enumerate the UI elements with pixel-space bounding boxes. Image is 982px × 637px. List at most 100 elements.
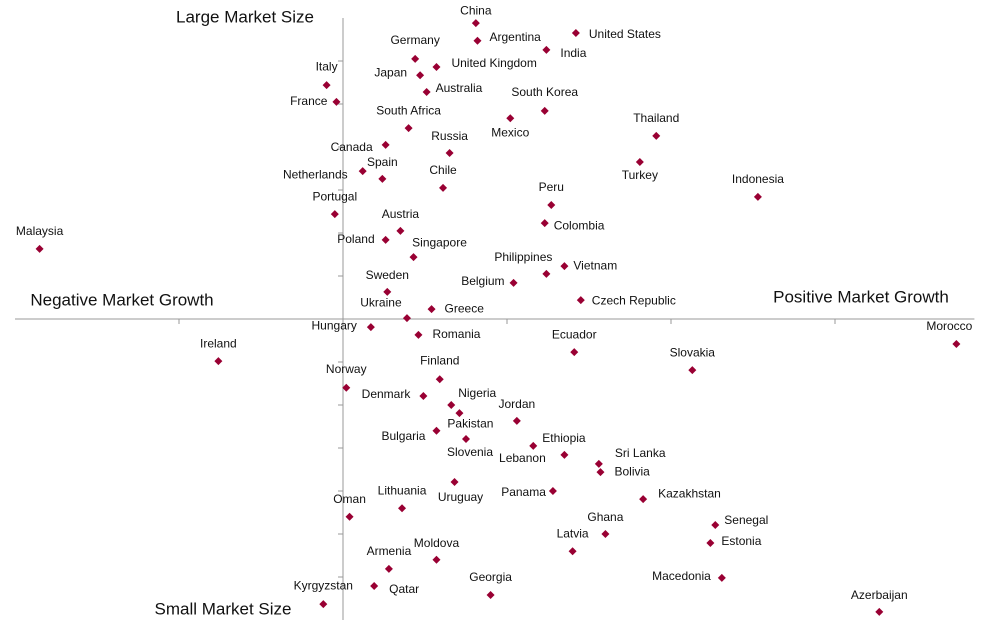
point bbox=[214, 357, 223, 366]
point bbox=[540, 219, 549, 228]
point bbox=[540, 106, 549, 115]
point-label: Slovenia bbox=[447, 445, 493, 459]
point-label: Turkey bbox=[622, 168, 658, 182]
point-label: Nigeria bbox=[458, 386, 496, 400]
point-label: Belgium bbox=[461, 274, 504, 288]
point-label: Pakistan bbox=[447, 416, 493, 430]
point-label: Germany bbox=[390, 33, 439, 47]
point-label: Netherlands bbox=[283, 167, 348, 181]
point-label: Vietnam bbox=[573, 258, 617, 272]
point-label: Spain bbox=[367, 155, 398, 169]
point bbox=[711, 520, 720, 529]
quadrant-label: Large Market Size bbox=[176, 7, 314, 26]
point-label: Thailand bbox=[633, 111, 679, 125]
point bbox=[560, 450, 569, 459]
point-label: Argentina bbox=[489, 30, 541, 44]
point bbox=[509, 278, 518, 287]
point-label: Denmark bbox=[362, 387, 412, 401]
point bbox=[396, 226, 405, 235]
point bbox=[542, 45, 551, 54]
point bbox=[529, 441, 538, 450]
point bbox=[416, 71, 425, 80]
point-label: Czech Republic bbox=[592, 293, 676, 307]
point-label: Uruguay bbox=[438, 490, 483, 504]
point-label: Poland bbox=[337, 232, 374, 246]
point bbox=[635, 158, 644, 167]
point-label: Moldova bbox=[414, 536, 460, 550]
point-label: United States bbox=[589, 27, 661, 41]
point bbox=[370, 582, 379, 591]
point bbox=[688, 366, 697, 375]
point bbox=[383, 287, 392, 296]
point-label: Japan bbox=[374, 65, 407, 79]
point bbox=[571, 29, 580, 38]
point bbox=[447, 401, 456, 409]
point bbox=[576, 296, 585, 305]
point-label: Colombia bbox=[554, 218, 605, 232]
point bbox=[542, 269, 551, 278]
point bbox=[409, 253, 418, 262]
point bbox=[486, 591, 495, 600]
point-label: Finland bbox=[420, 353, 459, 367]
point-label: Azerbaijan bbox=[851, 588, 908, 602]
point bbox=[404, 124, 413, 133]
point-label: India bbox=[560, 46, 586, 60]
point-label: South Korea bbox=[511, 85, 578, 99]
point bbox=[378, 174, 387, 183]
point bbox=[560, 262, 569, 271]
point bbox=[506, 114, 515, 123]
point-label: Mexico bbox=[491, 125, 529, 139]
point bbox=[332, 97, 341, 106]
point bbox=[952, 339, 961, 348]
point bbox=[596, 468, 605, 477]
point-label: Ireland bbox=[200, 336, 237, 350]
point bbox=[427, 305, 436, 314]
point bbox=[432, 555, 441, 564]
point bbox=[35, 244, 44, 253]
point bbox=[358, 167, 367, 176]
quadrant-label: Negative Market Growth bbox=[30, 290, 213, 309]
point bbox=[435, 375, 444, 384]
point bbox=[345, 512, 354, 521]
point bbox=[706, 539, 715, 548]
point-label: Kyrgyzstan bbox=[294, 578, 353, 592]
point bbox=[471, 19, 480, 28]
point bbox=[639, 495, 648, 504]
point bbox=[445, 149, 454, 158]
point-label: Greece bbox=[445, 301, 485, 315]
point-label: Ethiopia bbox=[542, 431, 586, 445]
point bbox=[322, 81, 331, 90]
point bbox=[601, 530, 610, 538]
point-label: Singapore bbox=[412, 235, 467, 249]
point-label: France bbox=[290, 94, 328, 108]
point-label: Jordan bbox=[498, 397, 535, 411]
point-label: Panama bbox=[501, 485, 546, 499]
point bbox=[422, 87, 431, 96]
point bbox=[568, 547, 577, 556]
point-label: Philippines bbox=[494, 250, 552, 264]
point bbox=[450, 477, 459, 486]
point-label: Senegal bbox=[724, 513, 768, 527]
point bbox=[366, 323, 375, 332]
point-label: Chile bbox=[429, 163, 457, 177]
point bbox=[455, 409, 464, 418]
point bbox=[753, 192, 762, 201]
point bbox=[717, 573, 726, 582]
point-label: Ghana bbox=[587, 510, 623, 524]
point-label: Italy bbox=[316, 59, 338, 73]
point-label: Estonia bbox=[721, 534, 761, 548]
point-label: Malaysia bbox=[16, 224, 64, 238]
point-label: China bbox=[460, 3, 492, 17]
point-label: Austria bbox=[382, 207, 420, 221]
point-label: Kazakhstan bbox=[658, 486, 721, 500]
point-label: Bulgaria bbox=[381, 429, 425, 443]
point-label: Georgia bbox=[469, 570, 512, 584]
point bbox=[548, 487, 557, 495]
point bbox=[419, 391, 428, 400]
point bbox=[875, 607, 884, 616]
point-label: Slovakia bbox=[670, 345, 716, 359]
point bbox=[342, 383, 351, 392]
point-label: Ukraine bbox=[360, 295, 402, 309]
point-label: Morocco bbox=[926, 319, 972, 333]
